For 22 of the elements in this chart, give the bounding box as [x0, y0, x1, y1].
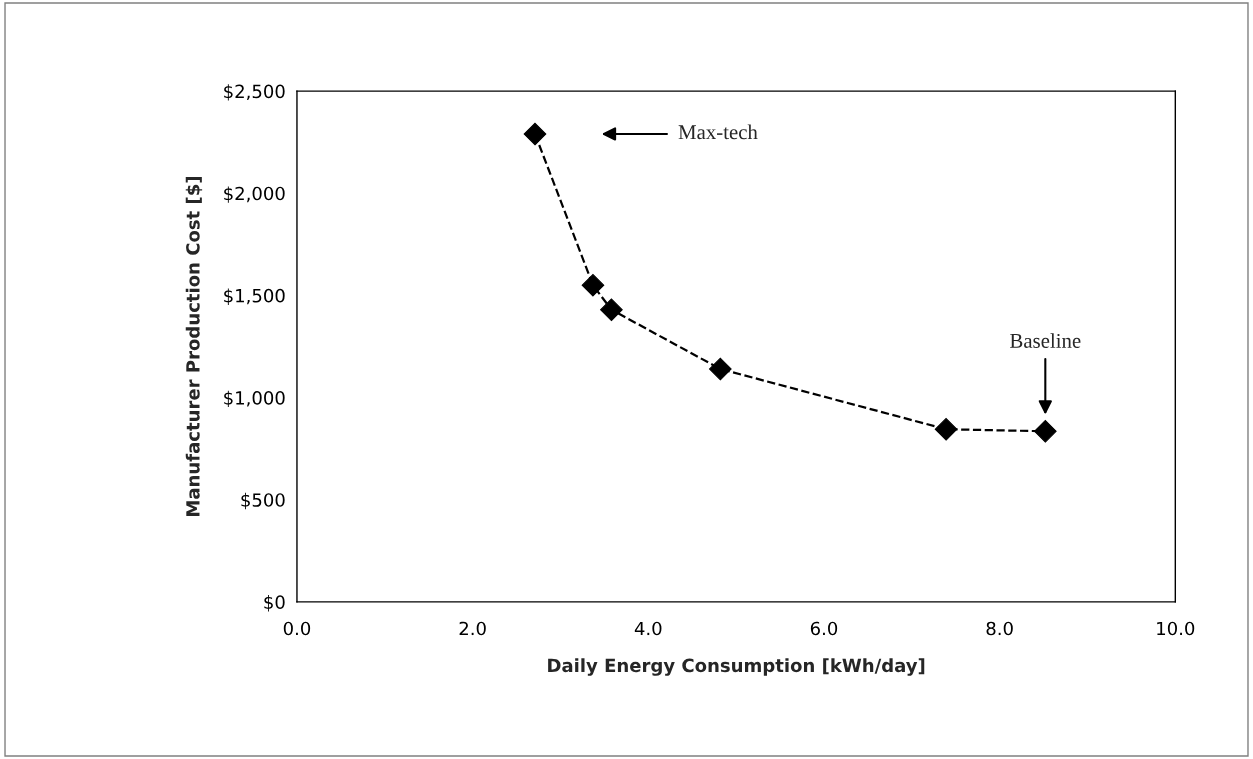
x-tick-label: 6.0 [810, 621, 838, 636]
y-tick-label: $2,500 [224, 84, 285, 101]
y-tick-label: $2,000 [224, 186, 285, 203]
point [523, 122, 547, 146]
x-tick-label: 4.0 [634, 621, 662, 636]
point [581, 273, 605, 297]
point [1034, 419, 1057, 443]
y-axis-title: Manufacturer Production Cost [$] [185, 176, 203, 516]
x-tick-label: 2.0 [459, 621, 486, 636]
x-tick-label: 8.0 [986, 621, 1013, 636]
point [709, 357, 732, 381]
y-tick-label: $500 [241, 492, 285, 510]
point [934, 417, 958, 441]
annotation: Max-tech [678, 124, 758, 140]
point [600, 298, 623, 322]
y-tick-label: $1,000 [224, 390, 285, 408]
annotation: Baseline [1010, 333, 1081, 348]
y-tick-label: $0 [264, 595, 285, 612]
x-tick-label: 10.0 [1157, 621, 1195, 636]
y-tick-label: $1,500 [224, 288, 285, 305]
x-tick-label: 0.0 [283, 621, 311, 636]
x-axis-title: Daily Energy Consumption [kWh/day] [548, 658, 925, 676]
